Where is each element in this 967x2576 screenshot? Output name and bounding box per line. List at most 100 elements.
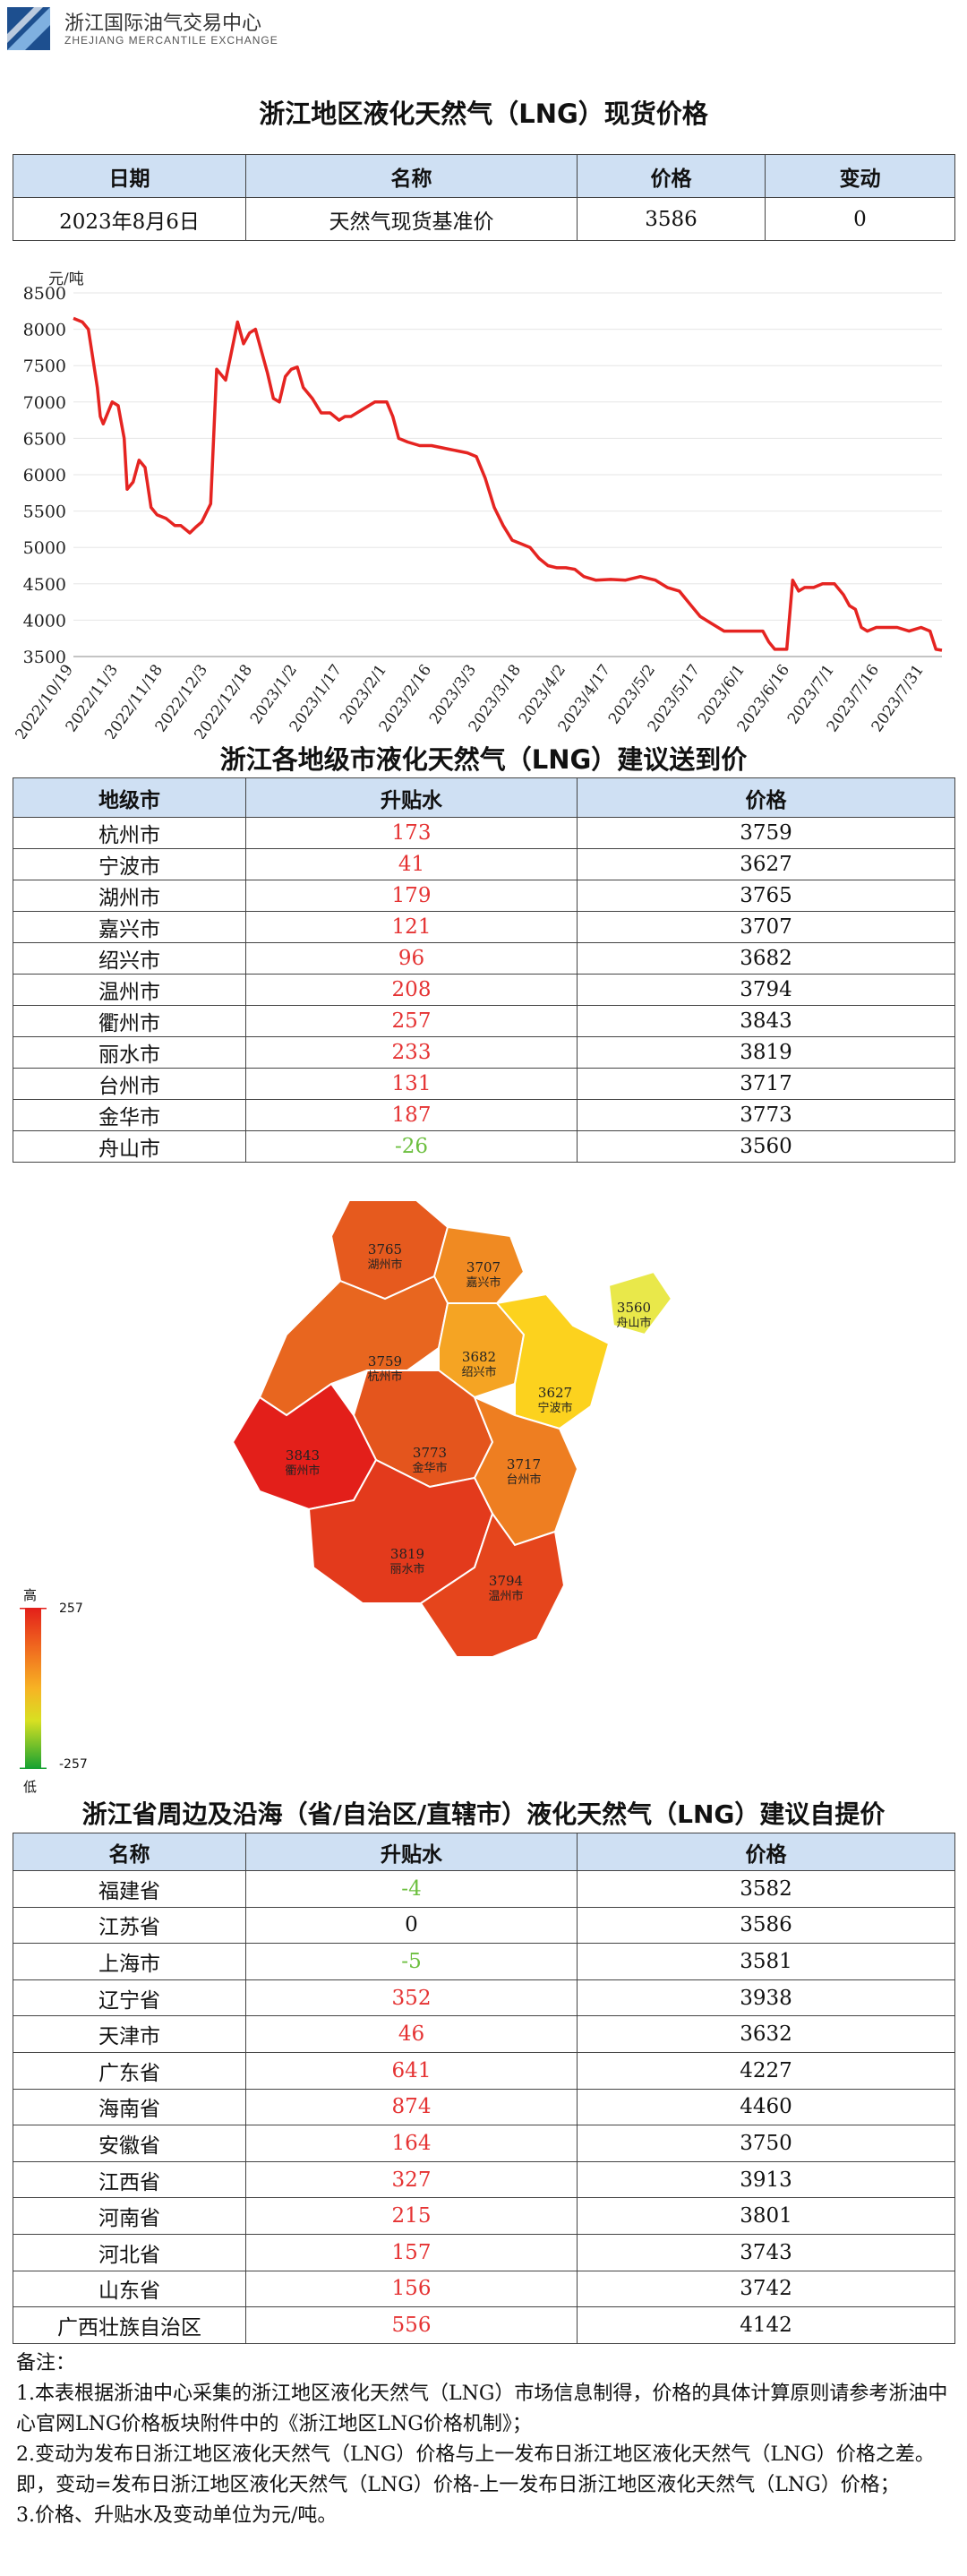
map-region-price: 3560: [617, 1300, 651, 1316]
map-region-name: 丽水市: [389, 1562, 424, 1576]
city-premium: -26: [245, 1130, 578, 1163]
city-premium: 187: [245, 1099, 578, 1131]
province-name: 天津市: [13, 2015, 246, 2053]
city-price: 3707: [577, 911, 955, 943]
city-premium: 173: [245, 817, 578, 849]
city-premium: 121: [245, 911, 578, 943]
org-name-cn: 浙江国际油气交易中心: [64, 13, 262, 35]
province-price: 3913: [577, 2160, 955, 2199]
map-region-price: 3682: [462, 1349, 496, 1365]
province-premium: 874: [245, 2088, 578, 2126]
province-name: 上海市: [13, 1943, 246, 1980]
spot-price-title: 浙江地区液化天然气（LNG）现货价格: [259, 99, 708, 129]
province-premium: 641: [245, 2051, 578, 2090]
note-line-3: 3.价格、升贴水及变动单位为元/吨。: [16, 2504, 338, 2527]
table-row: 杭州市 173 3759: [13, 817, 955, 849]
y-tick-label: 6500: [23, 429, 66, 449]
province-price: 3582: [577, 1870, 955, 1908]
spot-price-table: 日期 名称 价格 变动 2023年8月6日 天然气现货基准价 3586 0: [13, 154, 955, 241]
city-price: 3682: [577, 942, 955, 975]
province-name: 江西省: [13, 2160, 246, 2199]
legend-min-value: -257: [59, 1757, 88, 1772]
map-region-name: 温州市: [488, 1589, 523, 1603]
header-price: 价格: [577, 777, 955, 818]
map-region-name: 衢州市: [285, 1464, 320, 1478]
table-row: 上海市 -5 3581: [13, 1943, 955, 1980]
city-premium: 41: [245, 848, 578, 880]
province-price: 4142: [577, 2306, 955, 2344]
city-name: 绍兴市: [13, 942, 246, 975]
legend-max-value: 257: [59, 1601, 83, 1616]
city-name: 衢州市: [13, 1005, 246, 1037]
city-price: 3794: [577, 974, 955, 1006]
table-row: 丽水市 233 3819: [13, 1036, 955, 1069]
header-province: 名称: [13, 1833, 246, 1871]
map-region-name: 舟山市: [616, 1316, 651, 1330]
header-price: 价格: [577, 154, 766, 198]
header-name: 名称: [245, 154, 578, 198]
y-tick-label: 4000: [23, 611, 66, 631]
y-tick-label: 6000: [23, 466, 66, 485]
map-region-name: 金华市: [412, 1461, 447, 1475]
province-premium: 46: [245, 2015, 578, 2053]
table-row: 宁波市 41 3627: [13, 848, 955, 880]
map-region-price: 3794: [489, 1573, 523, 1589]
city-price: 3717: [577, 1068, 955, 1100]
table-row: 天津市 46 3632: [13, 2015, 955, 2053]
city-premium: 208: [245, 974, 578, 1006]
table-row: 江西省 327 3913: [13, 2160, 955, 2199]
table-row: 河南省 215 3801: [13, 2197, 955, 2235]
province-name: 广东省: [13, 2051, 246, 2090]
province-premium: 215: [245, 2197, 578, 2235]
table-row: 广西壮族自治区 556 4142: [13, 2306, 955, 2344]
table-row: 河北省 157 3743: [13, 2233, 955, 2271]
province-price-table: 名称 升贴水 价格 福建省 -4 3582 江苏省 0 3586 上海市 -5 3581 辽宁省 3…: [13, 1833, 955, 2344]
table-row: 山东省 156 3742: [13, 2270, 955, 2308]
province-price: 3801: [577, 2197, 955, 2235]
province-name: 山东省: [13, 2270, 246, 2308]
city-premium: 233: [245, 1036, 578, 1069]
province-premium: 327: [245, 2160, 578, 2199]
city-price: 3627: [577, 848, 955, 880]
city-name: 嘉兴市: [13, 911, 246, 943]
exchange-logo-icon: [7, 7, 50, 50]
map-region-price: 3843: [286, 1447, 320, 1464]
province-price-title: 浙江省周边及沿海（省/自治区/直辖市）液化天然气（LNG）建议自提价: [81, 1799, 886, 1829]
map-region: [231, 1382, 378, 1511]
province-name: 海南省: [13, 2088, 246, 2126]
map-region-name: 杭州市: [367, 1370, 402, 1384]
province-premium: 0: [245, 1906, 578, 1945]
city-price: 3843: [577, 1005, 955, 1037]
city-price: 3759: [577, 817, 955, 849]
city-name: 宁波市: [13, 848, 246, 880]
province-premium: 157: [245, 2233, 578, 2271]
province-price: 3581: [577, 1943, 955, 1980]
city-name: 湖州市: [13, 880, 246, 912]
province-name: 河南省: [13, 2197, 246, 2235]
province-premium: 556: [245, 2306, 578, 2344]
map-region-price: 3759: [368, 1353, 402, 1370]
price-history-chart: 3500 4000 4500 5000 5500 6000 6500 7000 7500 8000…: [13, 270, 943, 739]
table-row: 安徽省 164 3750: [13, 2125, 955, 2162]
y-tick-label: 3500: [23, 648, 66, 667]
map-region-name: 绍兴市: [461, 1365, 496, 1379]
map-region-price: 3773: [413, 1445, 447, 1461]
province-name: 河北省: [13, 2233, 246, 2271]
city-price-title: 浙江各地级市液化天然气（LNG）建议送到价: [219, 744, 748, 775]
city-name: 杭州市: [13, 817, 246, 849]
map-region: [495, 1292, 611, 1430]
header-premium: 升贴水: [245, 777, 578, 818]
table-row: 广东省 641 4227: [13, 2051, 955, 2090]
map-region: [419, 1511, 566, 1658]
y-tick-label: 8500: [23, 284, 66, 304]
city-premium: 179: [245, 880, 578, 912]
city-name: 台州市: [13, 1068, 246, 1100]
province-premium: 352: [245, 1979, 578, 2017]
table-row: 2023年8月6日 天然气现货基准价 3586 0: [13, 197, 955, 241]
spot-price: 3586: [577, 197, 766, 241]
map-region-price: 3819: [390, 1546, 424, 1562]
header-price: 价格: [577, 1833, 955, 1871]
header-premium: 升贴水: [245, 1833, 578, 1871]
map-region-name: 宁波市: [537, 1401, 572, 1415]
